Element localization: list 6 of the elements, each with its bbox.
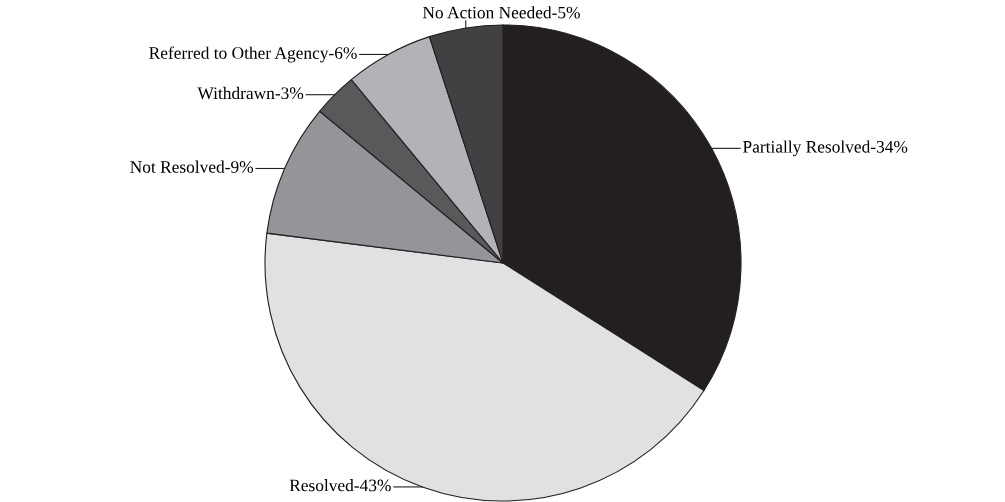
slice-label: Partially Resolved-34% xyxy=(743,140,908,157)
slice-label: Withdrawn-3% xyxy=(197,86,304,100)
slice-label: No Action Needed-5% xyxy=(422,6,580,19)
slice-label: Referred to Other Agency-6% xyxy=(149,46,357,63)
slice-label: Resolved-43% xyxy=(289,479,391,492)
slice-label: Not Resolved-9% xyxy=(130,160,254,173)
